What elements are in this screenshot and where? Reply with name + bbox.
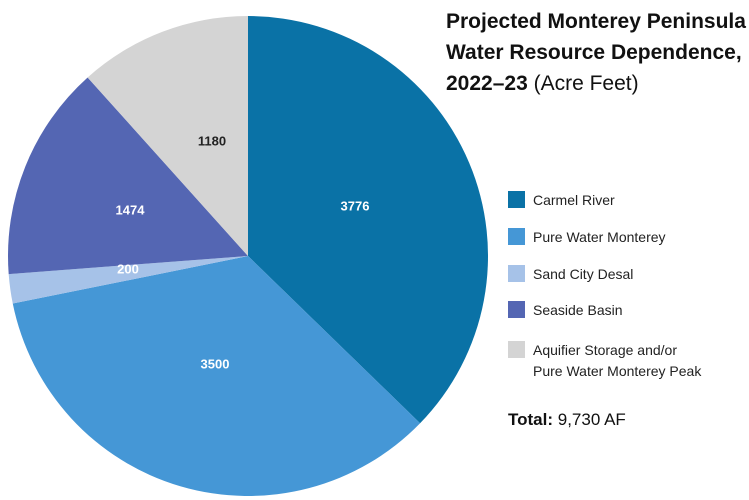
legend-label: Pure Water Monterey [533,229,666,245]
slice-value-label: 1180 [198,133,226,148]
legend-swatch [508,191,525,208]
title-unit: (Acre Feet) [527,72,639,95]
legend-swatch [508,228,525,245]
legend-swatch [508,341,525,358]
slice-value-label: 3776 [341,198,370,213]
title-line-1: Projected Monterey Peninsula [446,10,746,33]
legend-item: Sand City Desal [508,264,633,285]
legend-item: Carmel River [508,190,615,211]
slice-value-label: 1474 [116,202,146,217]
legend-item: Seaside Basin [508,300,623,321]
total-value: 9,730 AF [553,410,626,429]
pie-slice-aquifier-storage-and-or [87,16,248,256]
pie-slice-seaside-basin [8,77,249,275]
title-line-3: 2022–23 (Acre Feet) [446,68,746,99]
legend-swatch [508,301,525,318]
legend-label: Carmel River [533,192,615,208]
legend-swatch [508,265,525,282]
slice-value-label: 200 [117,261,139,276]
chart-title: Projected Monterey Peninsula Water Resou… [446,6,746,99]
legend-label: Aquifier Storage and/or Pure Water Monte… [533,342,702,379]
title-line-2: Water Resource Dependence, [446,41,742,64]
total-summary: Total: 9,730 AF [508,410,626,430]
slice-value-label: 3500 [201,356,230,371]
pie-slice-pure-water-monterey [12,256,421,497]
pie-slice-sand-city-desal [8,256,248,304]
title-year: 2022–23 [446,72,528,95]
legend-label: Seaside Basin [533,302,623,318]
legend-item: Pure Water Monterey [508,227,666,248]
legend-item: Aquifier Storage and/or Pure Water Monte… [508,340,701,382]
pie-slice-carmel-river [248,16,489,424]
legend-label: Sand City Desal [533,266,634,282]
total-label: Total: [508,410,554,429]
